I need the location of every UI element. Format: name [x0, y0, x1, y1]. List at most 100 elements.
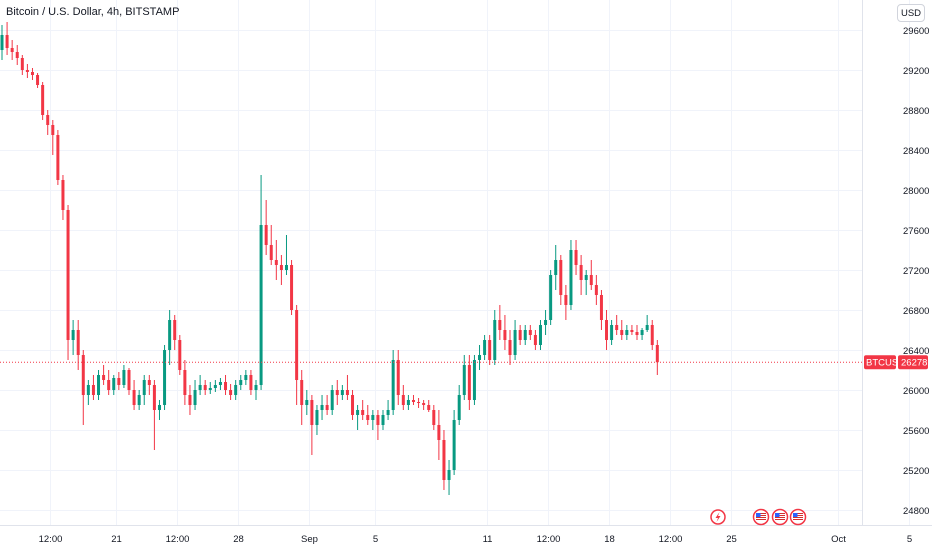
candle-body: [538, 325, 542, 345]
candle-body: [173, 320, 177, 340]
candle-body: [0, 35, 4, 50]
candle: [452, 410, 456, 475]
economic-events: [710, 508, 807, 526]
candle: [218, 378, 222, 390]
flag-stripe: [756, 519, 766, 520]
candle: [523, 325, 527, 345]
candle: [462, 355, 466, 400]
candle-body: [376, 415, 380, 425]
last-price-label: 26278: [901, 358, 927, 369]
candle: [269, 225, 273, 265]
candle-body: [163, 350, 167, 405]
time-tick-label: Sep: [301, 534, 318, 545]
candle-body: [229, 390, 233, 395]
candle: [76, 320, 80, 370]
price-tick-label: 28000: [903, 186, 929, 197]
candle-body: [574, 250, 578, 265]
candle: [264, 200, 268, 255]
candle: [401, 385, 405, 410]
candle-body: [411, 400, 415, 402]
time-axis[interactable]: 12:00 21 12:00 28 Sep 5 11 12:00 18 12:00 25 Oct 5: [39, 534, 913, 545]
candle-body: [335, 390, 339, 395]
candle: [610, 320, 614, 345]
candle-body: [351, 395, 355, 415]
candle-body: [345, 390, 349, 395]
candle-body: [472, 360, 476, 400]
candle: [356, 405, 360, 430]
candle: [239, 375, 243, 390]
candle-body: [213, 385, 217, 388]
us-flag-icon: [771, 508, 789, 526]
candle: [391, 350, 395, 415]
candle: [112, 375, 116, 395]
candle-body: [122, 370, 126, 385]
candle-body: [442, 440, 446, 480]
candle: [559, 255, 563, 305]
candle: [41, 82, 45, 120]
currency-button[interactable]: USD: [897, 4, 925, 22]
candle: [56, 130, 60, 185]
candle-body: [650, 325, 654, 345]
candle: [345, 375, 349, 400]
candle: [422, 400, 426, 410]
candle-body: [493, 320, 497, 360]
candle: [229, 384, 233, 400]
price-tick-label: 25600: [903, 426, 929, 437]
candle-body: [254, 385, 258, 390]
candle: [25, 64, 29, 78]
candle: [574, 240, 578, 275]
candle: [376, 410, 380, 440]
candle-body: [284, 265, 288, 270]
candle: [51, 120, 55, 155]
price-tick-label: 24800: [903, 506, 929, 517]
candle-body: [147, 380, 151, 385]
time-tick-label: 12:00: [659, 534, 683, 545]
candle-body: [290, 265, 294, 310]
candle-body: [396, 360, 400, 395]
candle-body: [132, 390, 136, 405]
candle-body: [234, 385, 238, 395]
candle-body: [447, 470, 451, 480]
candle-body: [300, 380, 304, 405]
grid-lines: [0, 0, 910, 525]
candle-body: [401, 395, 405, 405]
candle: [483, 335, 487, 360]
candle-body: [513, 330, 517, 355]
candle-body: [569, 250, 573, 305]
candle: [325, 395, 329, 415]
candle: [503, 315, 507, 350]
flag-stripe: [775, 513, 785, 514]
candle: [163, 345, 167, 410]
candle-body: [508, 340, 512, 355]
candle-body: [56, 135, 60, 180]
candle-body: [325, 405, 329, 410]
time-tick-label: Oct: [831, 534, 846, 545]
candle-body: [564, 295, 568, 305]
candle-body: [523, 330, 527, 340]
flag-stripe: [775, 517, 785, 518]
candle-body: [239, 380, 243, 385]
candle: [447, 460, 451, 495]
candle: [442, 430, 446, 490]
candle: [147, 375, 151, 395]
candle-body: [498, 320, 502, 330]
candle: [81, 350, 85, 425]
candle-body: [183, 370, 187, 395]
price-axis[interactable]: 24800 25200 25600 26000 26400 26800 27200 27600…: [903, 26, 929, 517]
candle: [335, 380, 339, 405]
candle-body: [76, 330, 80, 355]
candle: [472, 355, 476, 405]
candle-body: [457, 395, 461, 420]
price-tag-background: [898, 355, 928, 370]
candle-body: [503, 330, 507, 340]
candle-body: [371, 415, 375, 420]
candle-body: [386, 410, 390, 415]
candle-body: [10, 48, 14, 52]
candle: [599, 290, 603, 330]
candle: [290, 260, 294, 315]
candle: [554, 245, 558, 290]
candle-body: [97, 375, 101, 395]
time-tick-label: 18: [604, 534, 615, 545]
